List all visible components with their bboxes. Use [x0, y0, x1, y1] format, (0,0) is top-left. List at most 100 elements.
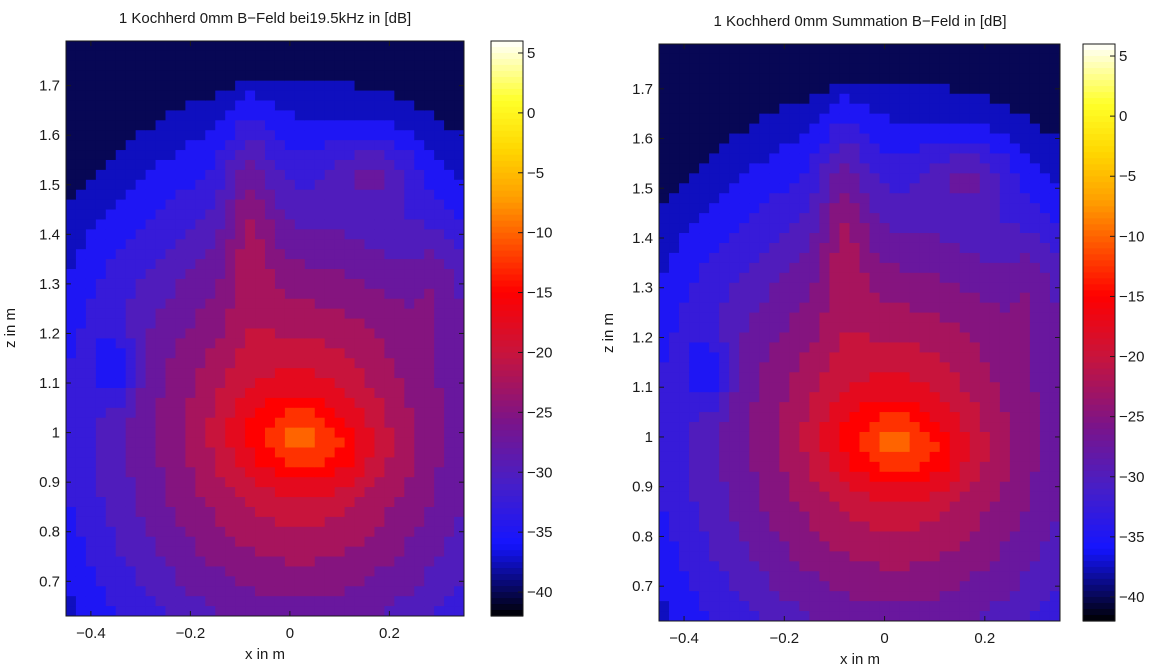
contour-cell	[424, 150, 435, 161]
contour-cell	[959, 44, 971, 55]
contour-cell	[879, 282, 891, 294]
contour-cell	[95, 140, 107, 151]
contour-cell	[434, 219, 445, 230]
contour-cell	[265, 140, 276, 151]
contour-cell	[364, 437, 376, 449]
contour-cell	[215, 288, 226, 300]
contour-cell	[414, 199, 425, 211]
contour-cell	[284, 278, 296, 290]
contour-cell	[215, 120, 226, 131]
contour-cell	[155, 110, 167, 121]
contour-cell	[155, 70, 167, 82]
contour-cell	[959, 103, 971, 115]
contour-cell	[999, 531, 1011, 543]
colorbar-segment	[1083, 326, 1115, 334]
contour-cell	[849, 252, 861, 264]
contour-cell	[819, 352, 831, 363]
contour-cell	[979, 193, 991, 204]
contour-cell	[939, 541, 951, 552]
contour-cell	[145, 50, 157, 62]
contour-cell	[819, 322, 831, 334]
contour-cell	[729, 262, 740, 274]
contour-cell	[969, 551, 981, 562]
colorbar-segment	[491, 448, 523, 455]
contour-cell	[195, 457, 206, 468]
contour-cell	[869, 302, 881, 314]
contour-cell	[175, 467, 186, 478]
contour-cell	[819, 44, 831, 55]
contour-cell	[679, 242, 690, 254]
contour-cell	[364, 169, 376, 181]
contour-cell	[304, 506, 316, 518]
contour-cell	[454, 397, 464, 409]
contour-cell	[989, 531, 1001, 543]
contour-cell	[729, 223, 740, 234]
contour-cell	[839, 471, 851, 483]
contour-cell	[374, 110, 385, 121]
contour-cell	[809, 332, 821, 344]
contour-cell	[334, 249, 346, 260]
contour-cell	[909, 571, 921, 582]
contour-cell	[749, 282, 760, 294]
contour-cell	[859, 551, 871, 562]
contour-cell	[919, 213, 931, 224]
contour-cell	[304, 120, 316, 131]
contour-cell	[424, 526, 435, 538]
contour-cell	[689, 282, 700, 294]
contour-cell	[314, 358, 326, 369]
contour-cell	[799, 422, 810, 433]
contour-cell	[195, 70, 206, 82]
contour-cell	[849, 123, 861, 135]
contour-cell	[324, 397, 336, 409]
contour-cell	[989, 252, 1001, 264]
contour-cell	[304, 269, 316, 280]
contour-cell	[434, 427, 445, 439]
contour-cell	[1029, 203, 1041, 214]
contour-cell	[739, 73, 750, 85]
contour-cell	[869, 372, 881, 383]
contour-cell	[959, 173, 971, 184]
contour-cell	[66, 150, 77, 161]
contour-cell	[939, 113, 951, 125]
contour-cell	[404, 506, 415, 518]
contour-cell	[1009, 213, 1021, 224]
contour-cell	[789, 382, 800, 393]
contour-cell	[1049, 431, 1060, 443]
contour-cell	[66, 358, 77, 369]
contour-cell	[255, 259, 266, 270]
contour-cell	[175, 596, 186, 607]
contour-cell	[424, 199, 435, 211]
contour-cell	[205, 159, 216, 171]
contour-cell	[205, 120, 216, 131]
contour-cell	[819, 213, 831, 224]
contour-cell	[95, 566, 107, 577]
contour-cell	[999, 173, 1011, 184]
contour-cell	[95, 368, 107, 379]
contour-cell	[225, 298, 236, 310]
contour-cell	[434, 586, 445, 597]
contour-cell	[989, 591, 1001, 602]
contour-cell	[434, 338, 445, 349]
contour-cell	[839, 571, 851, 582]
colorbar-segment	[1083, 188, 1115, 195]
contour-cell	[125, 308, 137, 320]
contour-cell	[434, 477, 445, 488]
contour-cell	[659, 372, 670, 383]
contour-cell	[929, 53, 941, 65]
contour-cell	[719, 272, 730, 284]
contour-cell	[719, 382, 730, 393]
contour-cell	[879, 153, 891, 164]
contour-cell	[929, 481, 941, 493]
contour-cell	[959, 83, 971, 95]
contour-cell	[404, 219, 415, 230]
contour-cell	[1029, 372, 1041, 383]
contour-cell	[1019, 193, 1031, 204]
contour-cell	[709, 441, 720, 453]
contour-cell	[879, 451, 891, 463]
contour-cell	[205, 566, 216, 577]
contour-cell	[1049, 531, 1060, 543]
contour-cell	[819, 541, 831, 552]
contour-cell	[959, 591, 971, 602]
contour-cell	[979, 312, 991, 324]
contour-cell	[294, 338, 306, 349]
